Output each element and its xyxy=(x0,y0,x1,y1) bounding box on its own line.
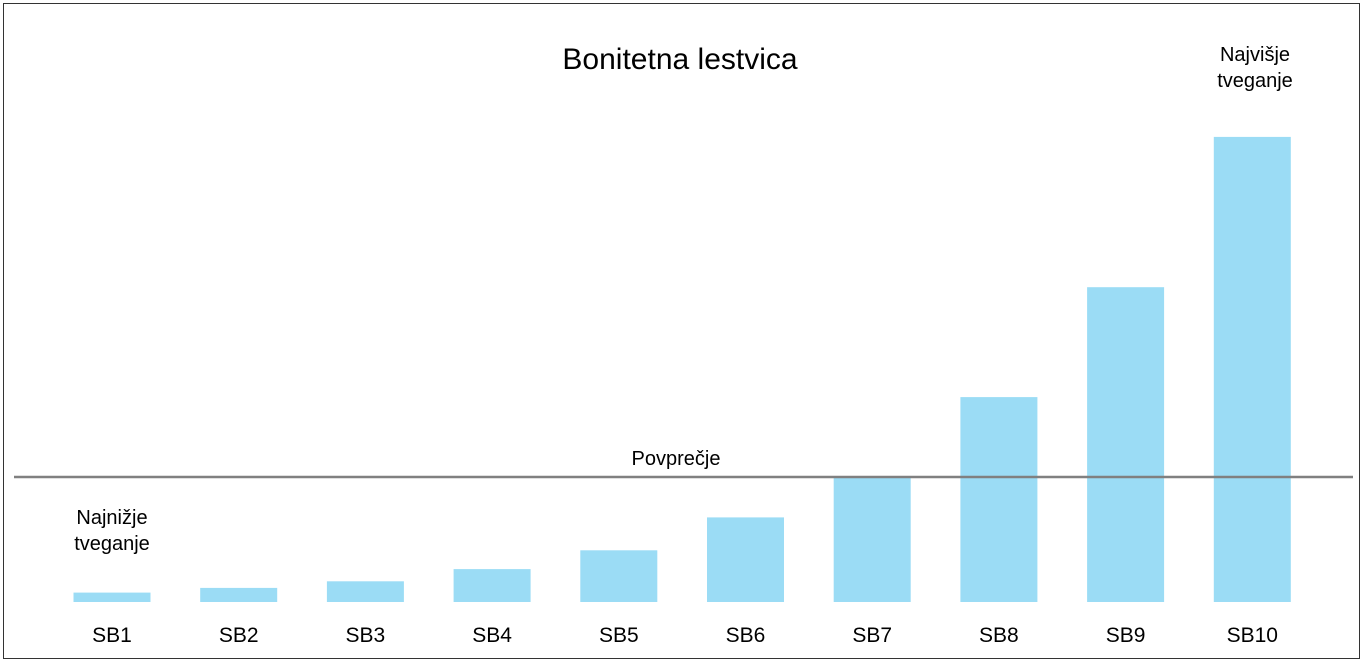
bars-group xyxy=(73,136,1291,602)
category-label-sb3: SB3 xyxy=(346,624,386,647)
category-label-sb10: SB10 xyxy=(1227,624,1278,647)
bar-sb5 xyxy=(580,550,658,602)
bar-sb7 xyxy=(833,477,911,602)
chart-title: Bonitetna lestvica xyxy=(562,43,797,76)
category-label-sb8: SB8 xyxy=(979,624,1019,647)
average-reference-label: Povprečje xyxy=(632,448,721,470)
bar-sb2 xyxy=(200,587,278,602)
category-label-sb2: SB2 xyxy=(219,624,259,647)
highest-risk-label-line2: tveganje xyxy=(1217,70,1293,92)
bar-sb8 xyxy=(960,397,1038,602)
lowest-risk-label-line2: tveganje xyxy=(74,533,150,555)
category-label-sb6: SB6 xyxy=(726,624,766,647)
category-label-sb7: SB7 xyxy=(852,624,892,647)
category-label-sb1: SB1 xyxy=(92,624,132,647)
highest-risk-label-line1: Najvišje xyxy=(1220,44,1290,66)
category-label-sb5: SB5 xyxy=(599,624,639,647)
category-label-sb4: SB4 xyxy=(472,624,512,647)
lowest-risk-label-line1: Najnižje xyxy=(76,507,147,529)
bar-sb3 xyxy=(326,581,404,602)
bar-sb9 xyxy=(1087,287,1165,602)
category-label-sb9: SB9 xyxy=(1106,624,1146,647)
bar-sb6 xyxy=(707,517,784,602)
category-labels-group: SB1 SB2 SB3 SB4 SB5 SB6 SB7 SB8 SB9 SB10 xyxy=(92,624,1278,647)
bar-sb1 xyxy=(73,592,151,602)
bar-sb4 xyxy=(453,569,531,602)
bar-sb10 xyxy=(1213,136,1291,602)
